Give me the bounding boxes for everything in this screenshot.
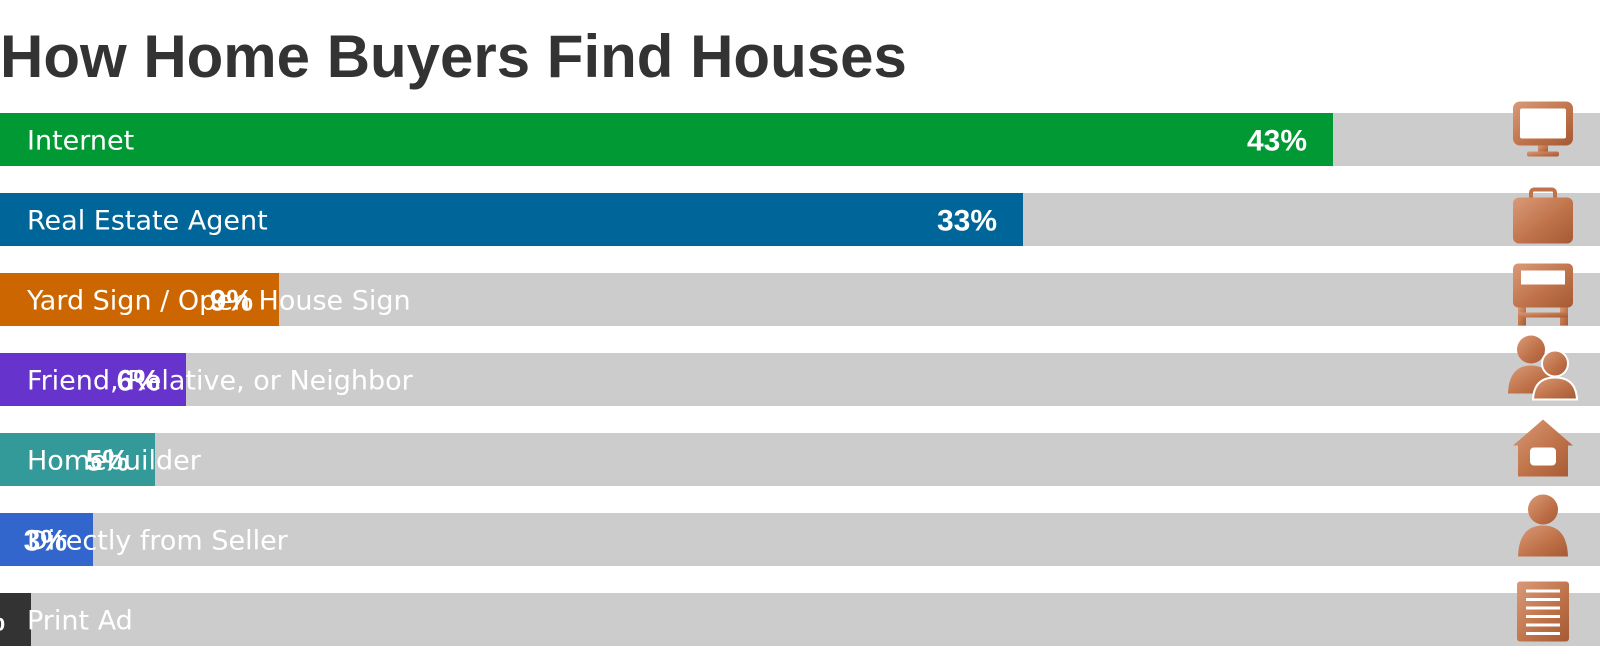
bar-row: Real Estate Agent 33% <box>0 187 1600 246</box>
bar <box>0 513 93 566</box>
category-label: Yard Sign / Open House Sign <box>26 286 411 317</box>
bar <box>0 113 1333 166</box>
category-label: Friend, Relative, or Neighbor <box>27 366 414 397</box>
sign-icon <box>1513 263 1573 326</box>
bar-track <box>0 433 1600 486</box>
briefcase-icon <box>1513 187 1573 244</box>
house-icon <box>1513 419 1573 477</box>
value-label: 33% <box>937 205 997 238</box>
bar-row: Internet 43% <box>0 101 1600 166</box>
bar-track <box>0 513 1600 566</box>
person-icon <box>1518 494 1568 557</box>
bar-track <box>0 593 1600 646</box>
value-label: 5% <box>86 445 129 478</box>
value-label: 3% <box>24 525 67 558</box>
chart-title: How Home Buyers Find Houses <box>0 23 907 90</box>
bar <box>0 433 155 486</box>
document-icon <box>1517 581 1569 642</box>
category-label: Real Estate Agent <box>27 206 268 237</box>
value-label: 43% <box>1247 125 1307 158</box>
category-label: Print Ad <box>27 606 133 637</box>
bar <box>0 353 186 406</box>
value-label: 6% <box>117 365 160 398</box>
bar <box>0 593 31 646</box>
bar <box>0 193 1023 246</box>
monitor-icon <box>1513 101 1573 157</box>
bar-row: Print Ad 1% <box>0 581 1600 646</box>
value-label: 9% <box>210 285 253 318</box>
bar-track <box>0 353 1600 406</box>
bar <box>0 273 279 326</box>
people-icon <box>1508 335 1579 401</box>
category-label: Homebuilder <box>27 446 202 477</box>
value-label: 1% <box>0 605 5 638</box>
category-label: Directly from Seller <box>27 526 289 557</box>
category-label: Internet <box>27 126 134 157</box>
